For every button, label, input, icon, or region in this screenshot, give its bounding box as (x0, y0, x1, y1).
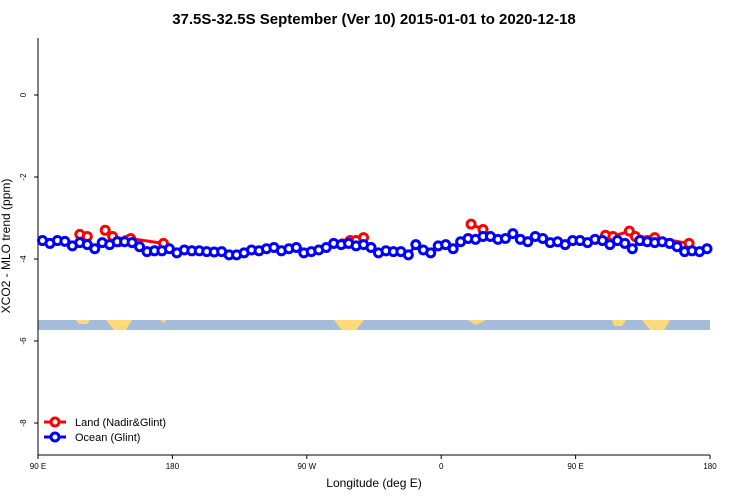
chart-title: 37.5S-32.5S September (Ver 10) 2015-01-0… (172, 11, 576, 28)
x-tick-label: 180 (703, 462, 717, 471)
data-point (410, 239, 422, 251)
legend-marker (49, 416, 61, 428)
map-strip (38, 320, 710, 330)
data-point (619, 237, 631, 249)
y-tick-label: -4 (19, 255, 28, 263)
data-point (89, 243, 101, 255)
data-point (425, 247, 437, 259)
data-point (290, 242, 302, 254)
y-tick-label: 0 (19, 92, 28, 97)
data-point (447, 243, 459, 255)
data-point (134, 241, 146, 253)
data-point (671, 241, 683, 253)
legend-marker (49, 431, 61, 443)
y-tick-label: -2 (19, 173, 28, 181)
y-tick-label: -8 (19, 419, 28, 427)
data-point (465, 218, 477, 230)
x-tick-label: 90 E (30, 462, 46, 471)
data-point (507, 228, 519, 240)
data-point (99, 224, 111, 236)
data-point (402, 249, 414, 261)
data-point (365, 242, 377, 254)
y-axis-label: XCO2 - MLO trend (ppm) (0, 179, 13, 314)
x-tick-label: 0 (439, 462, 444, 471)
y-tick-label: -6 (19, 337, 28, 345)
legend-label: Ocean (Glint) (75, 432, 140, 444)
data-point (59, 235, 71, 247)
data-point (522, 236, 534, 248)
data-point (701, 243, 713, 255)
data-point (626, 243, 638, 255)
x-tick-label: 180 (166, 462, 180, 471)
x-axis-label: Longitude (deg E) (326, 476, 421, 490)
legend-label: Land (Nadir&Glint) (75, 417, 166, 429)
data-point (499, 233, 511, 245)
x-tick-label: 90 E (567, 462, 583, 471)
x-tick-label: 90 W (297, 462, 316, 471)
